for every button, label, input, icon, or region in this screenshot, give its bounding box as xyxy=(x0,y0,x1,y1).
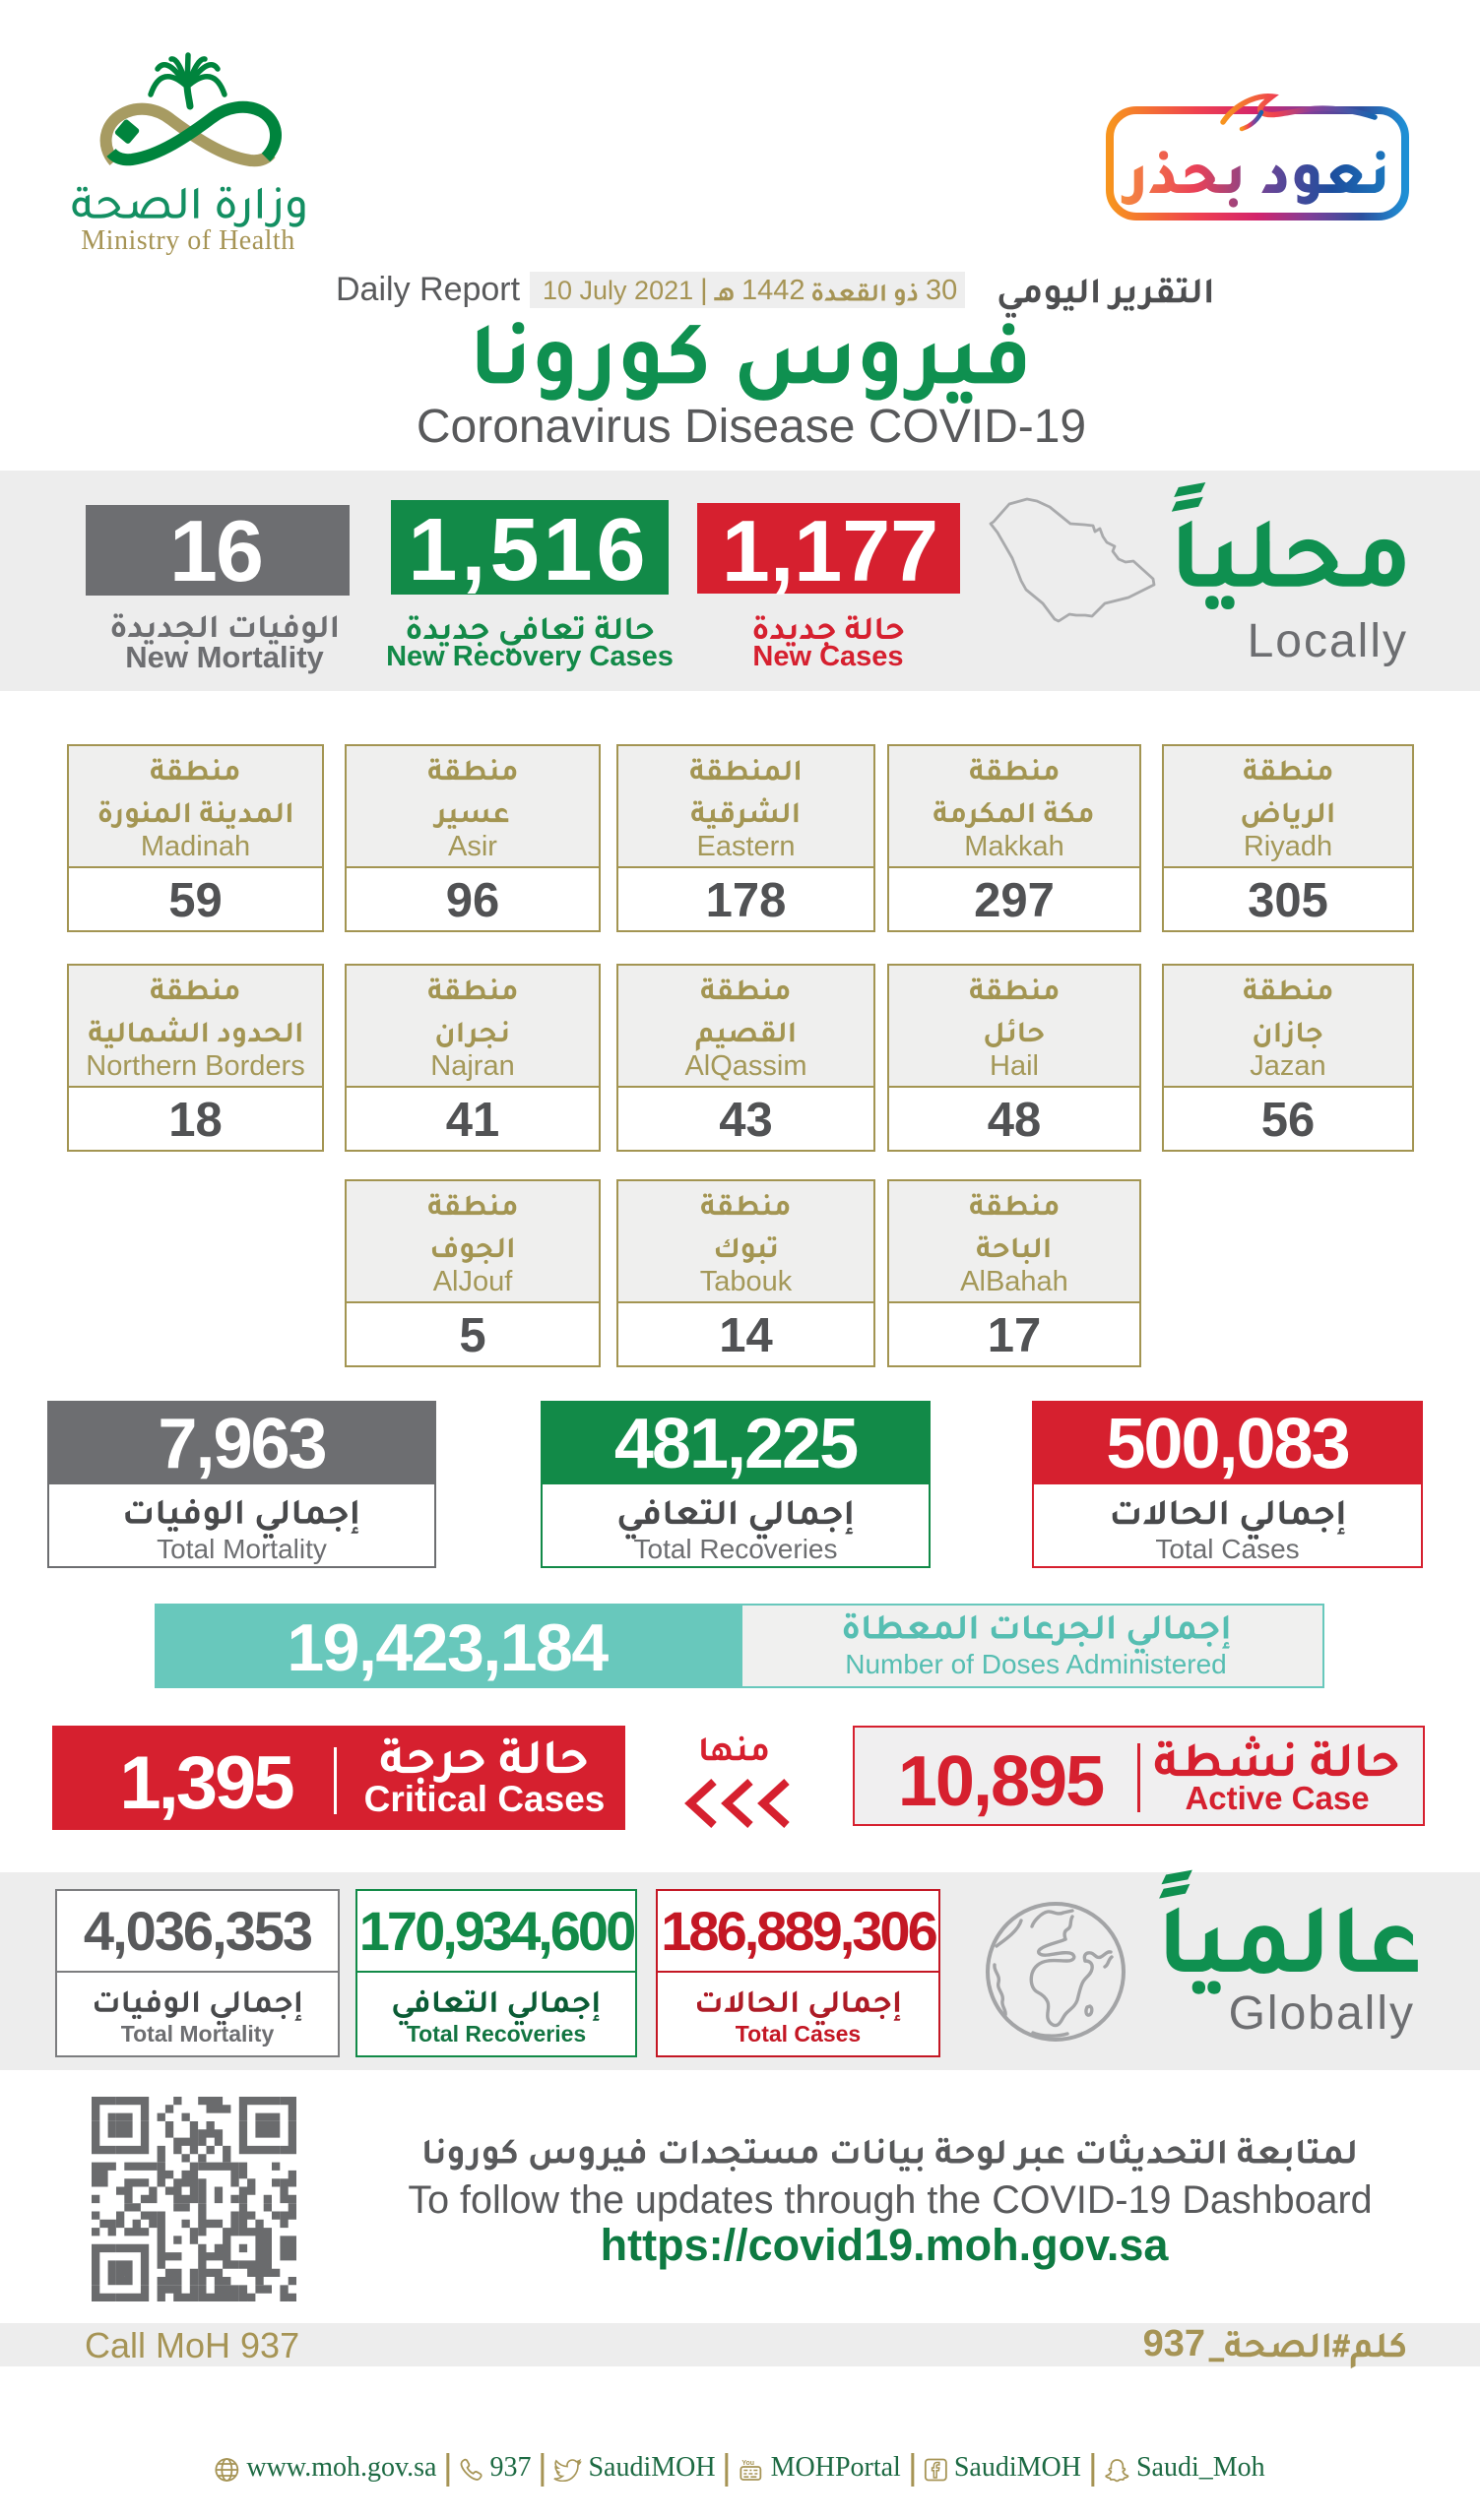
svg-text:You: You xyxy=(742,2460,755,2467)
